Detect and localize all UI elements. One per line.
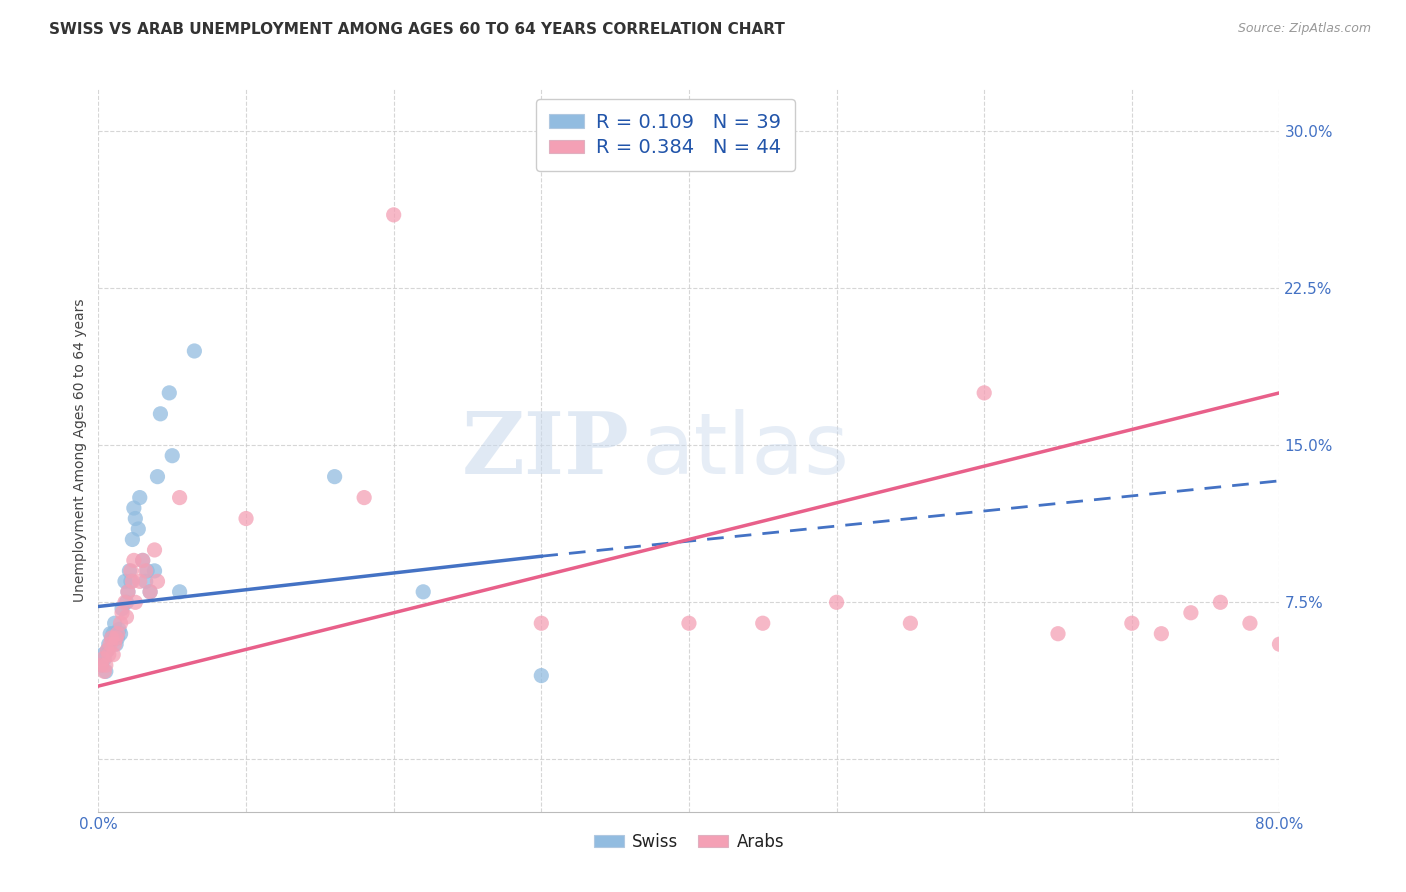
Point <box>114 574 136 589</box>
Point <box>100 631 122 645</box>
Point <box>93 652 115 666</box>
Point <box>132 553 155 567</box>
Point <box>183 343 205 358</box>
Point <box>157 385 180 400</box>
Point <box>235 511 257 525</box>
Point <box>1121 616 1143 631</box>
Point <box>117 584 139 599</box>
Point <box>110 616 132 631</box>
Point <box>94 658 117 673</box>
Point <box>825 595 848 609</box>
Point <box>111 606 134 620</box>
Point <box>114 595 136 609</box>
Point <box>90 658 112 673</box>
Point <box>149 407 172 421</box>
Point <box>530 668 553 682</box>
Point <box>143 543 166 558</box>
Point <box>353 491 375 505</box>
Point <box>146 469 169 483</box>
Point <box>1046 626 1070 640</box>
Point <box>135 574 157 589</box>
Point <box>111 601 134 615</box>
Point <box>382 208 405 222</box>
Point <box>91 648 114 662</box>
Point <box>122 501 145 516</box>
Text: Source: ZipAtlas.com: Source: ZipAtlas.com <box>1237 22 1371 36</box>
Point <box>91 652 114 666</box>
Point <box>135 564 157 578</box>
Point <box>93 665 115 679</box>
Point <box>122 553 145 567</box>
Point <box>105 637 128 651</box>
Point <box>412 584 434 599</box>
Point <box>1239 616 1261 631</box>
Point <box>105 631 128 645</box>
Point <box>1209 595 1232 609</box>
Point <box>110 626 132 640</box>
Text: atlas: atlas <box>641 409 849 492</box>
Point <box>103 626 125 640</box>
Point <box>108 623 131 637</box>
Point <box>128 491 150 505</box>
Point <box>120 564 142 578</box>
Point <box>115 595 138 609</box>
Point <box>1180 606 1202 620</box>
Point <box>121 574 143 589</box>
Point <box>107 631 129 645</box>
Point <box>96 643 118 657</box>
Point <box>678 616 700 631</box>
Point <box>530 616 553 631</box>
Point <box>100 631 122 645</box>
Point <box>139 584 162 599</box>
Point <box>136 564 159 578</box>
Point <box>94 665 117 679</box>
Point <box>143 564 166 578</box>
Point <box>752 616 775 631</box>
Point <box>115 610 138 624</box>
Point <box>1150 626 1173 640</box>
Point <box>128 574 150 589</box>
Point <box>104 637 127 651</box>
Point <box>104 616 127 631</box>
Point <box>117 584 139 599</box>
Point <box>124 595 146 609</box>
Point <box>323 469 346 483</box>
Point <box>973 385 995 400</box>
Point <box>103 648 125 662</box>
Point <box>1268 637 1291 651</box>
Point <box>120 574 142 589</box>
Point <box>97 637 120 651</box>
Point <box>124 511 146 525</box>
Point <box>900 616 922 631</box>
Y-axis label: Unemployment Among Ages 60 to 64 years: Unemployment Among Ages 60 to 64 years <box>73 299 87 602</box>
Point <box>121 533 143 547</box>
Point <box>96 643 118 657</box>
Text: ZIP: ZIP <box>463 409 630 492</box>
Point <box>98 637 121 651</box>
Point <box>139 584 162 599</box>
Text: SWISS VS ARAB UNEMPLOYMENT AMONG AGES 60 TO 64 YEARS CORRELATION CHART: SWISS VS ARAB UNEMPLOYMENT AMONG AGES 60… <box>49 22 785 37</box>
Legend: Swiss, Arabs: Swiss, Arabs <box>586 826 792 857</box>
Point <box>97 648 120 662</box>
Point <box>90 658 112 673</box>
Point <box>146 574 169 589</box>
Point <box>118 564 141 578</box>
Point <box>107 626 129 640</box>
Point <box>169 584 191 599</box>
Point <box>162 449 183 463</box>
Point <box>169 491 191 505</box>
Point <box>98 626 121 640</box>
Point <box>132 553 155 567</box>
Point <box>127 522 149 536</box>
